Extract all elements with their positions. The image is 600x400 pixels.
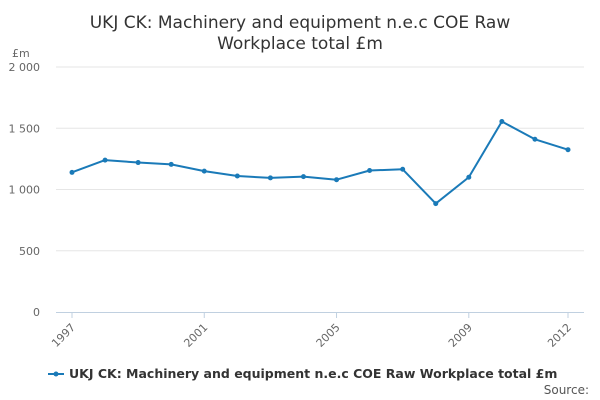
y-tick-label: 2 000 — [9, 61, 41, 74]
data-point[interactable] — [367, 168, 373, 174]
x-tick-label: 2009 — [446, 321, 475, 350]
x-tick-label: 2012 — [545, 321, 574, 350]
data-point[interactable] — [499, 119, 505, 125]
data-point[interactable] — [102, 157, 108, 163]
legend[interactable]: UKJ CK: Machinery and equipment n.e.c CO… — [48, 366, 557, 381]
y-axis-unit-label: £m — [12, 47, 30, 60]
data-point[interactable] — [267, 175, 273, 181]
y-axis-tick-labels: 0 500 1 000 1 500 2 000 — [9, 61, 41, 319]
series-line[interactable] — [71, 120, 569, 205]
source-label: Source: — [544, 383, 589, 397]
data-point[interactable] — [532, 136, 538, 142]
data-point[interactable] — [433, 201, 439, 207]
data-point[interactable] — [300, 174, 306, 180]
x-tick-label: 2005 — [314, 321, 343, 350]
series-layer — [69, 119, 571, 207]
data-point[interactable] — [565, 147, 571, 153]
y-tick-label: 0 — [33, 306, 40, 319]
y-tick-label: 500 — [19, 245, 40, 258]
x-tick-label: 2001 — [181, 321, 210, 350]
data-point[interactable] — [466, 174, 472, 180]
chart-title-line-2: Workplace total £m — [217, 34, 383, 54]
data-point[interactable] — [400, 166, 406, 172]
data-point[interactable] — [234, 173, 240, 179]
chart-title-line-1: UKJ CK: Machinery and equipment n.e.c CO… — [90, 13, 511, 33]
x-tick-label: 1997 — [49, 321, 78, 350]
legend-dot-marker — [53, 371, 59, 377]
legend-label: UKJ CK: Machinery and equipment n.e.c CO… — [69, 366, 557, 381]
y-tick-label: 1 000 — [9, 184, 41, 197]
x-axis: 1997 2001 2005 2009 2012 — [49, 312, 584, 350]
data-point[interactable] — [168, 161, 174, 167]
data-point[interactable] — [69, 169, 75, 175]
data-point[interactable] — [334, 177, 340, 183]
y-tick-label: 1 500 — [9, 122, 41, 135]
grid-lines — [56, 66, 584, 252]
data-point[interactable] — [135, 160, 141, 166]
data-point[interactable] — [201, 168, 207, 174]
